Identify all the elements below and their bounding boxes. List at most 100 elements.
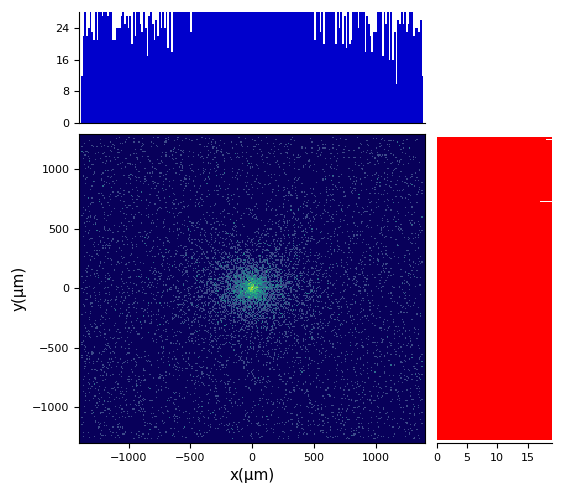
- Y-axis label: y(μm): y(μm): [11, 266, 27, 311]
- Bar: [86, 36, 88, 123]
- Bar: [436, 293, 566, 295]
- Bar: [436, 223, 566, 225]
- Bar: [436, 194, 566, 196]
- Bar: [436, 158, 566, 159]
- Bar: [436, 381, 566, 383]
- Bar: [402, 24, 404, 123]
- Bar: [371, 52, 373, 123]
- Bar: [147, 56, 148, 123]
- Bar: [195, 0, 197, 123]
- Bar: [436, 273, 566, 274]
- Bar: [436, 331, 566, 333]
- Bar: [226, 0, 228, 123]
- Bar: [436, 364, 566, 366]
- Bar: [436, 239, 566, 240]
- Bar: [436, 292, 566, 293]
- Bar: [436, 435, 566, 436]
- Bar: [173, 0, 174, 123]
- Bar: [186, 0, 188, 123]
- Bar: [404, 0, 406, 123]
- Bar: [143, 0, 145, 123]
- Bar: [436, 244, 566, 246]
- Bar: [178, 12, 179, 123]
- Bar: [304, 0, 306, 123]
- Bar: [436, 228, 566, 230]
- Bar: [436, 426, 566, 428]
- Bar: [145, 28, 147, 123]
- Bar: [174, 0, 176, 123]
- Bar: [436, 412, 566, 414]
- Bar: [316, 0, 318, 123]
- Bar: [436, 316, 566, 318]
- Bar: [436, 149, 566, 151]
- Bar: [436, 156, 566, 158]
- Bar: [301, 0, 302, 123]
- Bar: [290, 0, 292, 123]
- Bar: [436, 262, 566, 264]
- Bar: [436, 386, 566, 388]
- Bar: [436, 171, 566, 173]
- Bar: [413, 36, 415, 123]
- Bar: [436, 330, 566, 331]
- Bar: [436, 340, 566, 342]
- Bar: [422, 76, 423, 123]
- Bar: [162, 0, 164, 123]
- Bar: [216, 0, 217, 123]
- Bar: [323, 44, 325, 123]
- Bar: [292, 0, 294, 123]
- Bar: [264, 0, 266, 123]
- Bar: [436, 166, 552, 168]
- Bar: [436, 349, 566, 350]
- Bar: [436, 144, 566, 145]
- Bar: [261, 0, 263, 123]
- Bar: [281, 0, 283, 123]
- Bar: [436, 371, 566, 373]
- Bar: [273, 0, 275, 123]
- Bar: [436, 429, 566, 431]
- Bar: [436, 163, 566, 164]
- Bar: [436, 347, 566, 349]
- Bar: [309, 0, 311, 123]
- Bar: [417, 28, 418, 123]
- Bar: [436, 178, 566, 180]
- Bar: [436, 269, 566, 271]
- Bar: [375, 32, 376, 123]
- Bar: [250, 0, 252, 123]
- Bar: [112, 40, 114, 123]
- Bar: [202, 0, 204, 123]
- Bar: [436, 337, 566, 338]
- Bar: [436, 373, 558, 374]
- Bar: [109, 0, 110, 123]
- Bar: [258, 0, 259, 123]
- Bar: [436, 247, 566, 249]
- Bar: [436, 204, 566, 206]
- Bar: [242, 0, 243, 123]
- Bar: [91, 32, 93, 123]
- Bar: [83, 36, 84, 123]
- Bar: [436, 216, 566, 218]
- Bar: [436, 325, 566, 326]
- Bar: [436, 257, 566, 259]
- Bar: [349, 44, 351, 123]
- Bar: [325, 8, 327, 123]
- Bar: [436, 271, 566, 273]
- Bar: [436, 378, 566, 379]
- Bar: [436, 302, 566, 304]
- Bar: [333, 12, 335, 123]
- Bar: [436, 423, 566, 424]
- Bar: [436, 234, 566, 235]
- Bar: [89, 0, 91, 123]
- Bar: [391, 0, 392, 123]
- Bar: [436, 161, 566, 163]
- Bar: [321, 0, 323, 123]
- Bar: [330, 0, 332, 123]
- Bar: [192, 0, 194, 123]
- Bar: [297, 0, 299, 123]
- Bar: [311, 0, 312, 123]
- Bar: [110, 8, 112, 123]
- Bar: [436, 335, 566, 337]
- Bar: [254, 0, 256, 123]
- Bar: [436, 318, 566, 319]
- Bar: [243, 0, 245, 123]
- Bar: [354, 0, 356, 123]
